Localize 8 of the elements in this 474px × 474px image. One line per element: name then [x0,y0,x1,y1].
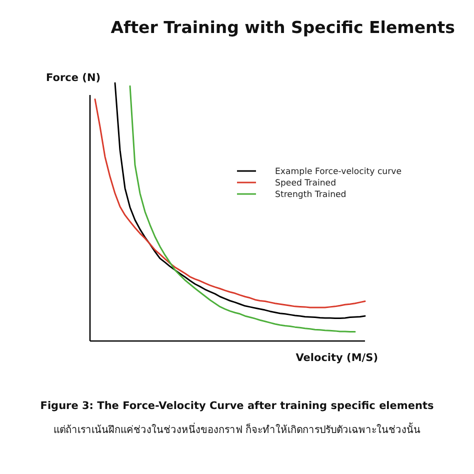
caption: Figure 3: The Force-Velocity Curve after training specific elements [40,400,434,412]
y-axis-title: Force (N) [46,72,101,84]
chart-title: After Training with Specific Elements [110,18,456,37]
text: แต่ถ้าเราเน้นฝึกแค่ช่วงในช่วงหนึ่งของกราฟ ก็จะทำให้เกิดการปรับตัวเฉพาะในช่วงนั้น [53,422,421,436]
legend-label: Strength Trained [275,190,346,200]
x-axis-title: Velocity (M/S) [296,352,378,364]
legend-label: Example Force-velocity curve [275,167,402,178]
legend-label: Speed Trained [275,178,336,189]
